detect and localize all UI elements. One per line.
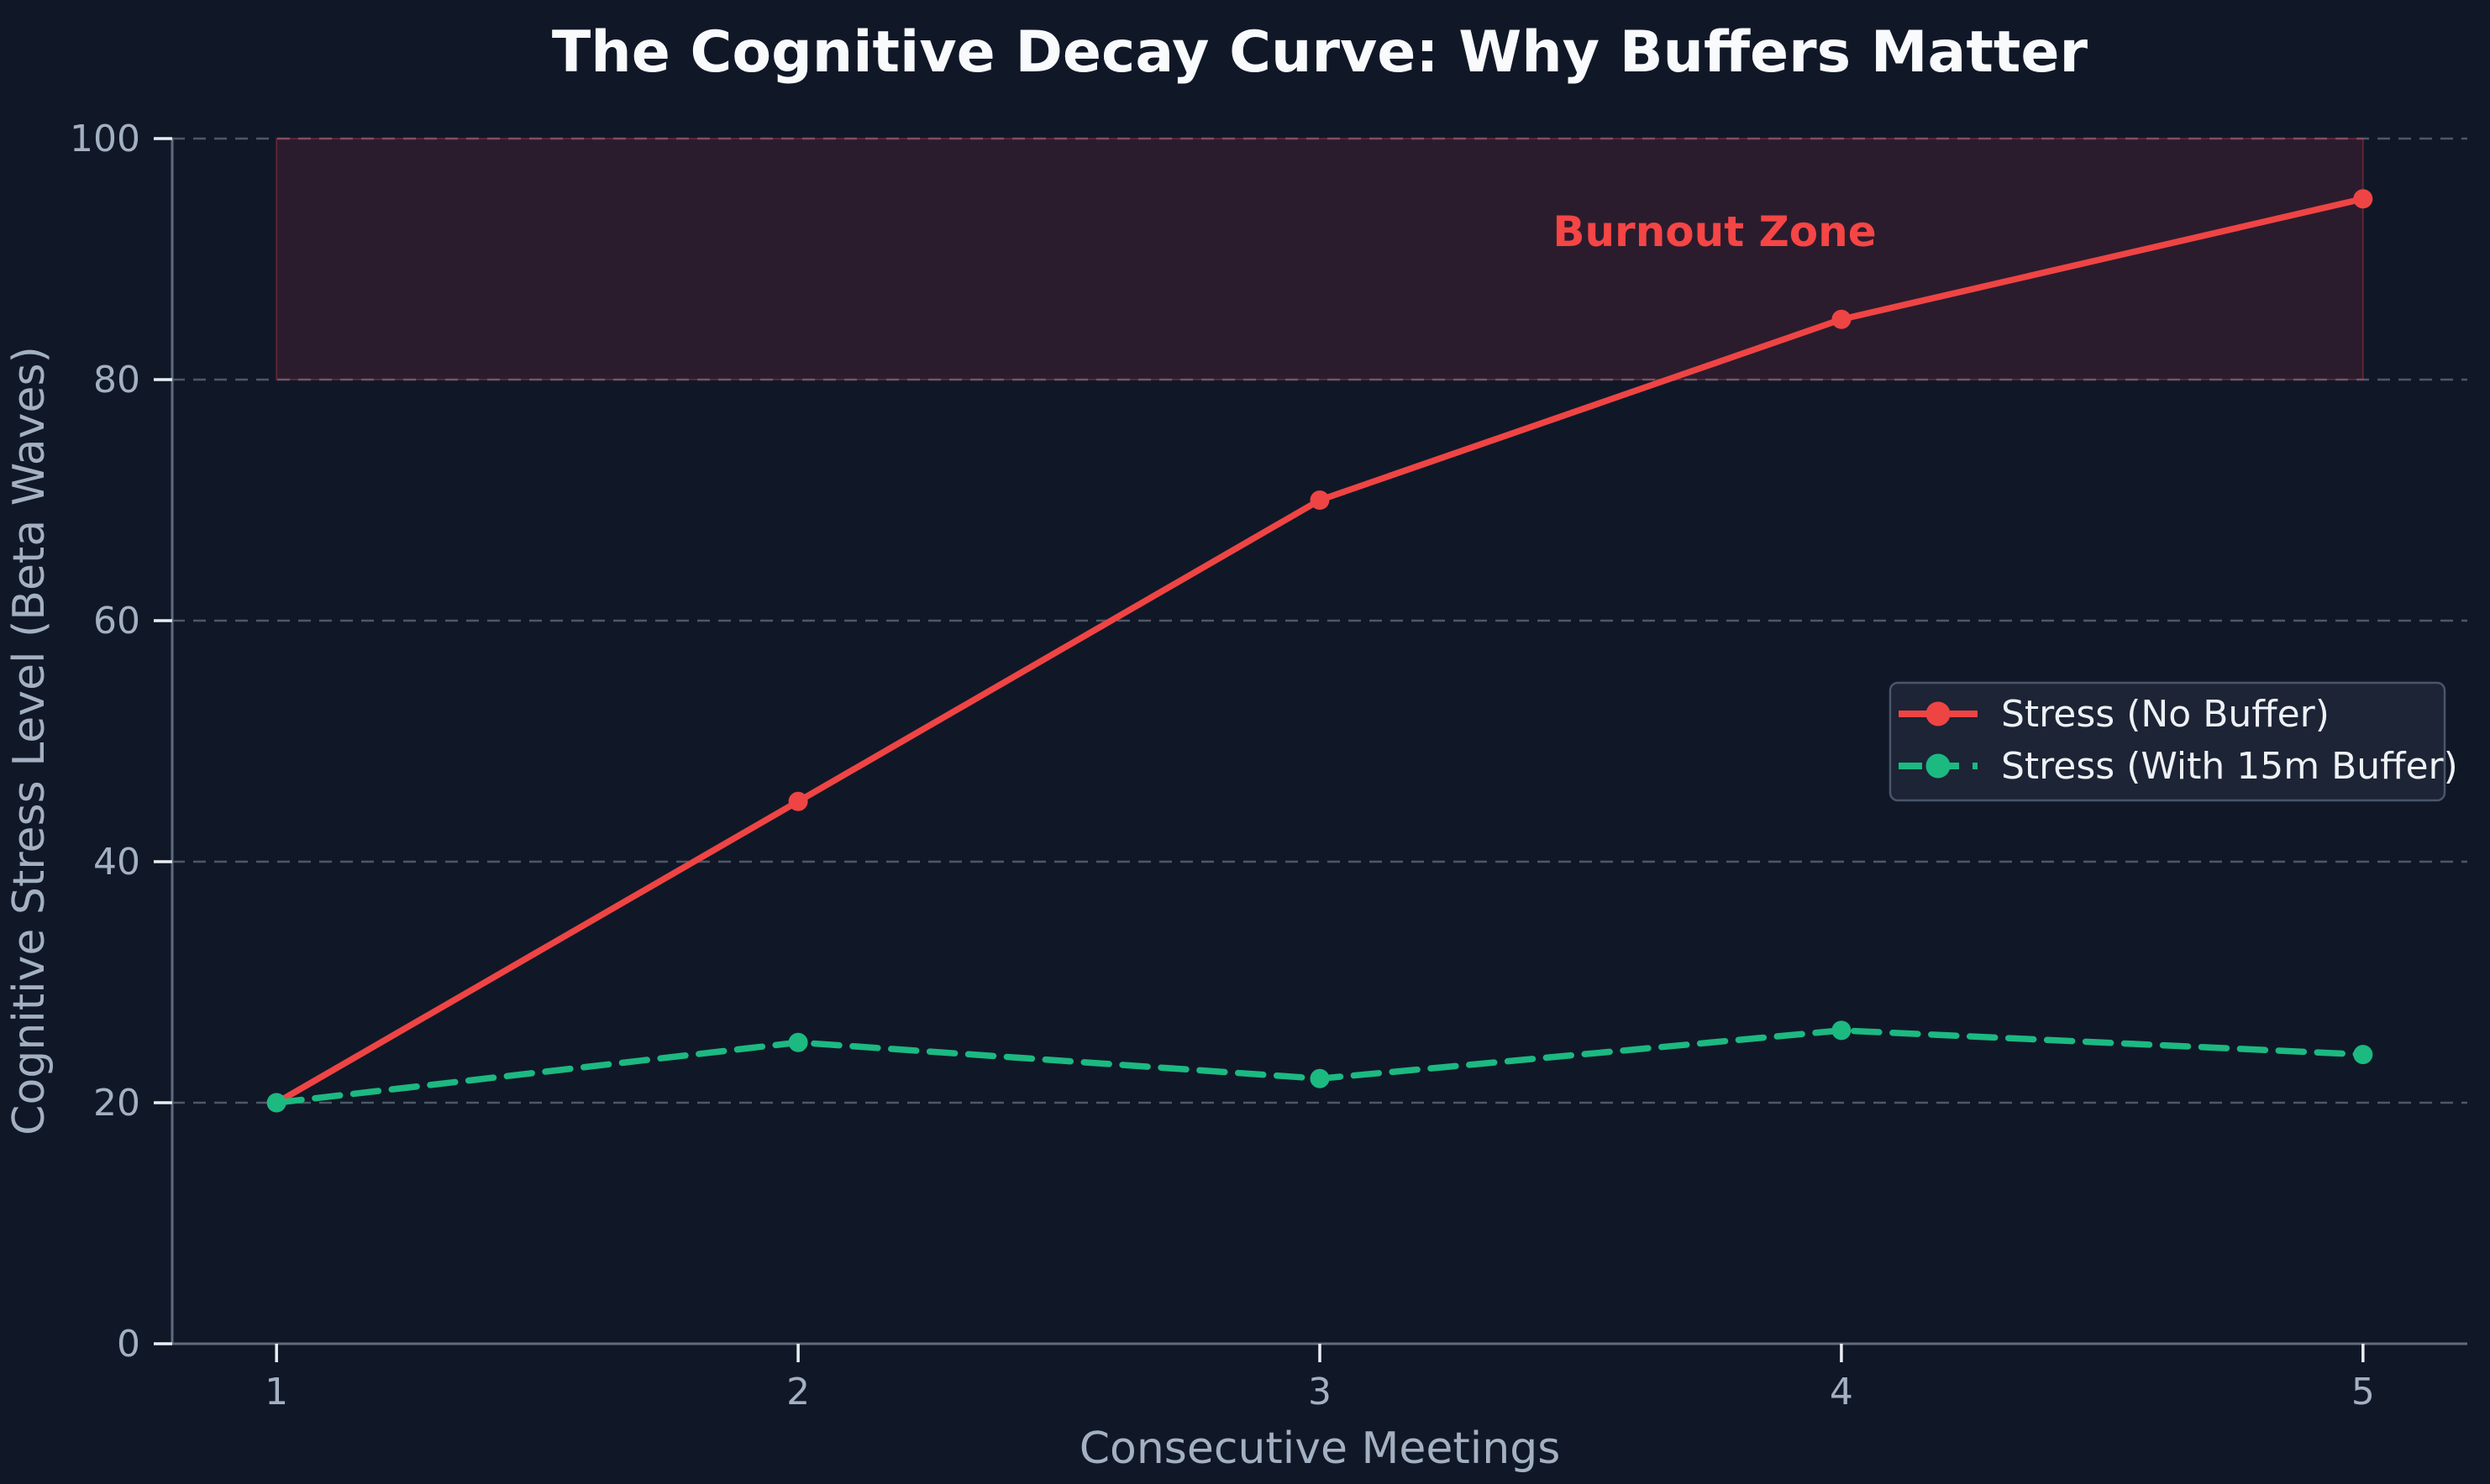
data-point-stress-with-15m-buffer-x5 [2353,1045,2373,1065]
x-axis-label: Consecutive Meetings [1080,1424,1561,1474]
data-point-stress-with-15m-buffer-x4 [1831,1020,1852,1041]
x-tick-label-5: 5 [2351,1371,2375,1413]
chart-title: The Cognitive Decay Curve: Why Buffers M… [552,19,2088,86]
data-point-stress-no-buffer-x3 [1310,490,1330,510]
legend-label-stress-no-buffer: Stress (No Buffer) [2001,693,2330,736]
x-tick-label-2: 2 [786,1371,810,1413]
y-axis-label: Cognitive Stress Level (Beta Waves) [4,346,55,1135]
y-tick-label-0: 0 [117,1323,140,1366]
legend-label-stress-with-15m-buffer: Stress (With 15m Buffer) [2001,745,2458,788]
data-point-stress-no-buffer-x5 [2353,189,2373,209]
axes-layer: 0 20 40 60 80 100 1 2 3 4 5 [70,118,2467,1413]
x-tick-label-1: 1 [265,1371,288,1413]
data-point-stress-no-buffer-x4 [1831,309,1852,329]
burnout-zone-label: Burnout Zone [1552,207,1876,256]
y-tick-label-40: 40 [93,841,140,884]
y-tick-label-80: 80 [93,359,140,401]
burnout-zone-layer [276,138,2364,380]
legend-item-stress-with-15m-buffer: Stress (With 15m Buffer) [1899,745,2458,788]
x-tick-label-3: 3 [1308,1371,1332,1413]
burnout-zone-region [276,138,2364,380]
legend-item-stress-no-buffer: Stress (No Buffer) [1899,693,2330,736]
data-point-stress-with-15m-buffer-x1 [266,1093,286,1113]
data-point-stress-with-15m-buffer-x3 [1310,1068,1330,1088]
x-tick-label-4: 4 [1830,1371,1853,1413]
legend-sample-marker-stress-with-15m-buffer [1925,753,1951,779]
y-tick-label-20: 20 [93,1082,140,1125]
data-point-stress-no-buffer-x2 [788,791,808,811]
legend-sample-marker-stress-no-buffer [1925,701,1951,726]
data-point-stress-with-15m-buffer-x2 [788,1032,808,1052]
y-tick-label-60: 60 [93,600,140,642]
legend: Stress (No Buffer) Stress (With 15m Buffe… [1889,681,2458,802]
series-layer [266,189,2373,1113]
legend-box [1889,681,2446,802]
y-tick-label-100: 100 [70,118,140,160]
